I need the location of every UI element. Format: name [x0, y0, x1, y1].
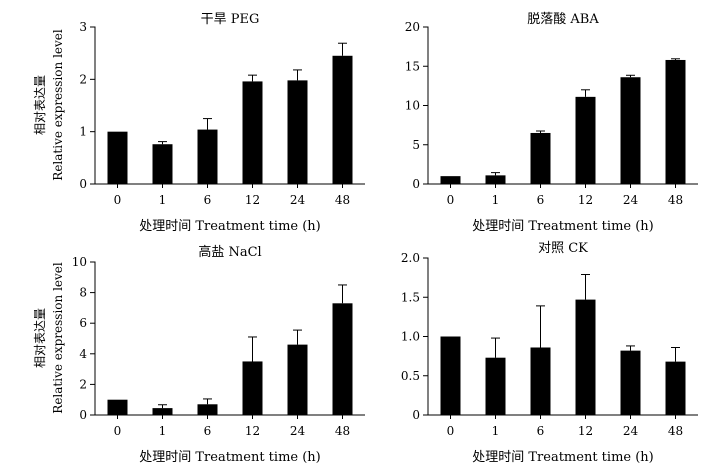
- x-tick-label-nacl-1: 1: [159, 424, 167, 438]
- y-tick-label-ck: 0: [412, 408, 420, 422]
- y-tick-label-nacl: 8: [79, 286, 87, 300]
- x-tick-label-aba-12: 12: [578, 193, 593, 207]
- x-tick-label-aba-6: 6: [537, 193, 545, 207]
- x-tick-label-peg-1: 1: [159, 193, 167, 207]
- y-tick-label-ck: 1.5: [401, 290, 420, 304]
- y-tick-label-aba: 5: [412, 138, 420, 152]
- chart-title-aba: 脱落酸 ABA: [527, 12, 599, 27]
- x-tick-label-ck-1: 1: [492, 424, 500, 438]
- bar-ck-0: [440, 336, 461, 415]
- y-tick-label-aba: 0: [412, 177, 420, 191]
- bar-nacl-12: [242, 361, 263, 415]
- bar-nacl-1: [152, 408, 173, 415]
- bar-peg-12: [242, 81, 263, 184]
- x-tick-label-aba-48: 48: [668, 193, 683, 207]
- bar-ck-24: [620, 350, 641, 415]
- x-tick-label-ck-48: 48: [668, 424, 683, 438]
- x-tick-label-nacl-6: 6: [204, 424, 212, 438]
- bar-ck-48: [665, 361, 686, 415]
- y-axis-label-en-bottom: Relative expression level: [51, 262, 65, 414]
- x-axis-label-ck: 处理时间 Treatment time (h): [472, 450, 654, 465]
- bar-aba-1: [485, 175, 506, 184]
- y-tick-label-nacl: 6: [79, 316, 87, 330]
- bar-nacl-0: [107, 399, 128, 415]
- y-tick-label-nacl: 10: [72, 255, 87, 269]
- bar-peg-6: [197, 129, 218, 184]
- x-tick-label-peg-6: 6: [204, 193, 212, 207]
- chart-panel-aba: 脱落酸 ABA 0 5 10 15 20 0 1 6 12 24 48 处理时间 Treatment t…: [405, 12, 698, 234]
- x-tick-label-ck-24: 24: [623, 424, 639, 438]
- y-axis-label-top: 相对表达量 Relative expression level: [33, 29, 65, 181]
- bar-aba-6: [530, 132, 551, 184]
- y-tick-label-ck: 0.5: [401, 369, 420, 383]
- bar-peg-1: [152, 144, 173, 184]
- x-tick-label-peg-24: 24: [290, 193, 306, 207]
- y-tick-label-nacl: 4: [79, 347, 87, 361]
- x-tick-label-aba-1: 1: [492, 193, 500, 207]
- chart-title-ck: 对照 CK: [538, 241, 588, 256]
- y-tick-label-aba: 20: [405, 20, 420, 34]
- x-tick-label-peg-12: 12: [245, 193, 260, 207]
- x-axis-label-aba: 处理时间 Treatment time (h): [472, 219, 654, 234]
- y-tick-label-peg: 0: [79, 177, 87, 191]
- y-axis-label-en-top: Relative expression level: [51, 29, 65, 181]
- y-axis-label-cn-top: 相对表达量: [33, 75, 47, 135]
- x-axis-label-peg: 处理时间 Treatment time (h): [139, 219, 321, 234]
- x-tick-label-nacl-48: 48: [335, 424, 350, 438]
- y-tick-label-aba: 15: [405, 59, 420, 73]
- x-tick-label-aba-0: 0: [447, 193, 455, 207]
- bar-peg-48: [332, 55, 353, 185]
- bar-aba-0: [440, 176, 461, 184]
- chart-title-nacl: 高盐 NaCl: [198, 244, 261, 260]
- bar-ck-12: [575, 299, 596, 415]
- x-tick-label-peg-0: 0: [114, 193, 122, 207]
- chart-panel-ck: 对照 CK 0 0.5 1.0 1.5 2.0 0 1 6 12 24 48 处理时间 Treatmen…: [401, 241, 698, 465]
- bar-nacl-24: [287, 344, 308, 415]
- y-tick-label-peg: 1: [79, 125, 87, 139]
- bar-nacl-6: [197, 404, 218, 415]
- x-tick-label-nacl-24: 24: [290, 424, 306, 438]
- y-tick-label-ck: 1.0: [401, 330, 420, 344]
- x-tick-label-ck-0: 0: [447, 424, 455, 438]
- x-tick-label-nacl-12: 12: [245, 424, 260, 438]
- bar-ck-6: [530, 347, 551, 415]
- x-tick-label-ck-6: 6: [537, 424, 545, 438]
- x-axis-label-nacl: 处理时间 Treatment time (h): [139, 450, 321, 465]
- y-axis-label-cn-bottom: 相对表达量: [33, 308, 47, 368]
- x-tick-label-peg-48: 48: [335, 193, 350, 207]
- y-tick-label-peg: 2: [79, 72, 87, 86]
- y-tick-label-aba: 10: [405, 99, 420, 113]
- y-axis-label-bottom: 相对表达量 Relative expression level: [33, 262, 65, 414]
- bar-aba-48: [665, 59, 686, 184]
- x-tick-label-ck-12: 12: [578, 424, 593, 438]
- y-tick-label-peg: 3: [79, 20, 87, 34]
- bar-nacl-48: [332, 303, 353, 415]
- y-tick-label-ck: 2.0: [401, 251, 420, 265]
- chart-title-peg: 干旱 PEG: [201, 12, 260, 27]
- bar-peg-0: [107, 131, 128, 184]
- x-tick-label-nacl-0: 0: [114, 424, 122, 438]
- bar-aba-12: [575, 96, 596, 184]
- bar-peg-24: [287, 80, 308, 184]
- bar-aba-24: [620, 77, 641, 184]
- y-tick-label-nacl: 2: [79, 377, 87, 391]
- bar-ck-1: [485, 357, 506, 415]
- x-tick-label-aba-24: 24: [623, 193, 639, 207]
- y-tick-label-nacl: 0: [79, 408, 87, 422]
